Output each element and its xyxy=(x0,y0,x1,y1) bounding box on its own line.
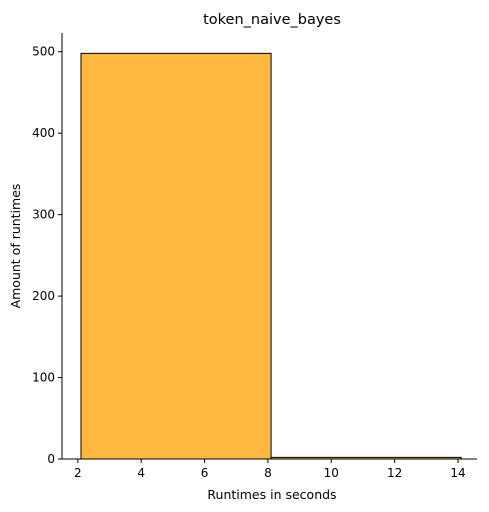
y-tick-label: 200 xyxy=(32,289,55,303)
y-tick-label: 0 xyxy=(47,452,55,466)
x-tick-label: 12 xyxy=(387,466,402,480)
x-tick-label: 6 xyxy=(201,466,209,480)
y-axis-ticks: 0 100 200 300 400 500 xyxy=(32,45,62,466)
x-tick-label: 2 xyxy=(74,466,82,480)
x-tick-label: 4 xyxy=(137,466,145,480)
y-tick-label: 500 xyxy=(32,45,55,59)
x-tick-label: 14 xyxy=(450,466,465,480)
x-tick-label: 8 xyxy=(264,466,272,480)
y-axis-label: Amount of runtimes xyxy=(8,184,23,309)
y-tick-label: 400 xyxy=(32,126,55,140)
y-tick-label: 100 xyxy=(32,371,55,385)
x-tick-label: 10 xyxy=(324,466,339,480)
bars-group xyxy=(80,52,462,460)
y-tick-label: 300 xyxy=(32,208,55,222)
chart-title: token_naive_bayes xyxy=(203,12,341,28)
x-axis-label: Runtimes in seconds xyxy=(207,487,336,502)
histogram-bar-1 xyxy=(80,52,272,460)
x-axis-ticks: 2 4 6 8 10 12 14 xyxy=(74,459,466,480)
